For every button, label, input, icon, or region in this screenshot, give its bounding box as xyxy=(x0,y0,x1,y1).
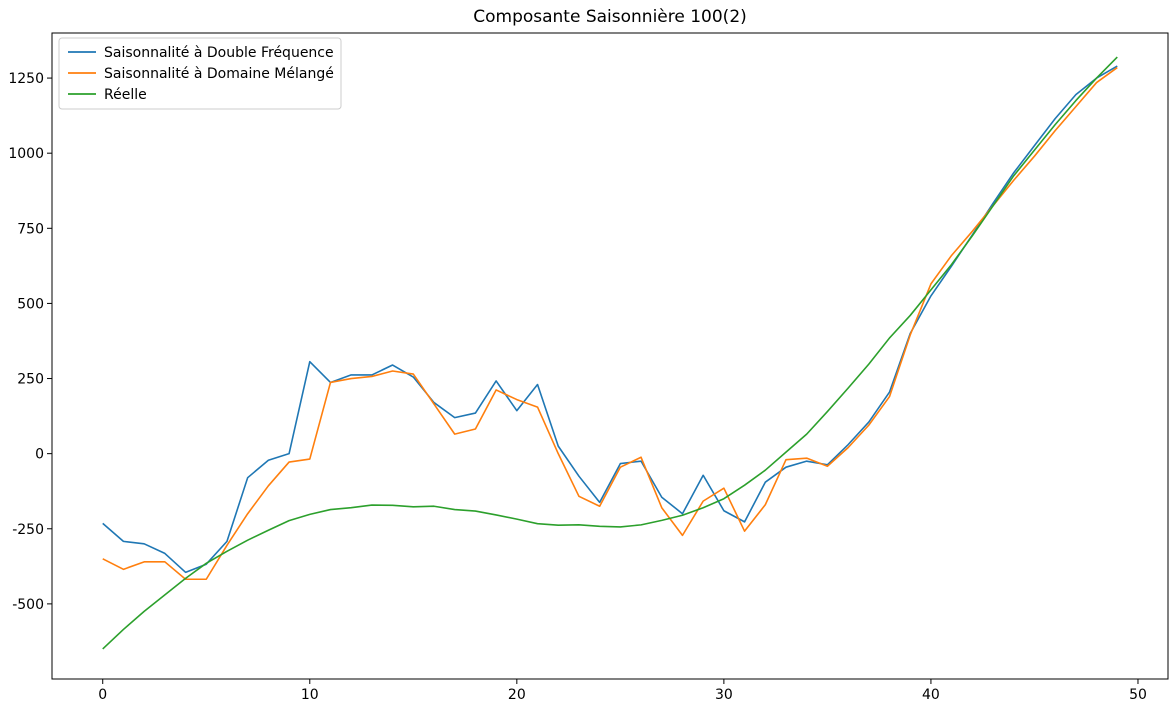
x-tick-label: 50 xyxy=(1129,687,1147,703)
y-tick-label: 0 xyxy=(35,447,44,463)
y-tick-label: 1000 xyxy=(8,146,44,162)
y-axis-ticks: -500 -250 0 250 500 750 1000 1250 xyxy=(8,71,52,613)
legend-label: Saisonnalité à Domaine Mélangé xyxy=(104,66,334,82)
chart-title: Composante Saisonnière 100(2) xyxy=(473,7,747,27)
y-tick-label: 750 xyxy=(17,221,44,237)
x-tick-label: 10 xyxy=(301,687,319,703)
legend-box xyxy=(58,37,342,110)
series-lines xyxy=(102,56,1118,650)
x-axis-ticks: 0 10 20 30 40 50 xyxy=(98,679,1147,703)
x-tick-label: 40 xyxy=(922,687,940,703)
series-line-1 xyxy=(102,65,1118,574)
y-tick-label: 500 xyxy=(17,296,44,312)
legend-label: Réelle xyxy=(104,87,147,103)
series-line-3 xyxy=(102,56,1118,650)
legend-label: Saisonnalité à Double Fréquence xyxy=(104,45,334,61)
y-tick-label: -500 xyxy=(12,597,44,613)
y-tick-label: -250 xyxy=(12,522,44,538)
y-tick-label: 1250 xyxy=(8,71,44,87)
x-tick-label: 0 xyxy=(98,687,107,703)
x-tick-label: 20 xyxy=(508,687,526,703)
plot-frame xyxy=(51,32,1169,680)
legend: Saisonnalité à Double Fréquence Saisonnal… xyxy=(58,37,342,110)
x-tick-label: 30 xyxy=(715,687,733,703)
series-line-2 xyxy=(102,66,1118,581)
y-tick-label: 250 xyxy=(17,372,44,388)
